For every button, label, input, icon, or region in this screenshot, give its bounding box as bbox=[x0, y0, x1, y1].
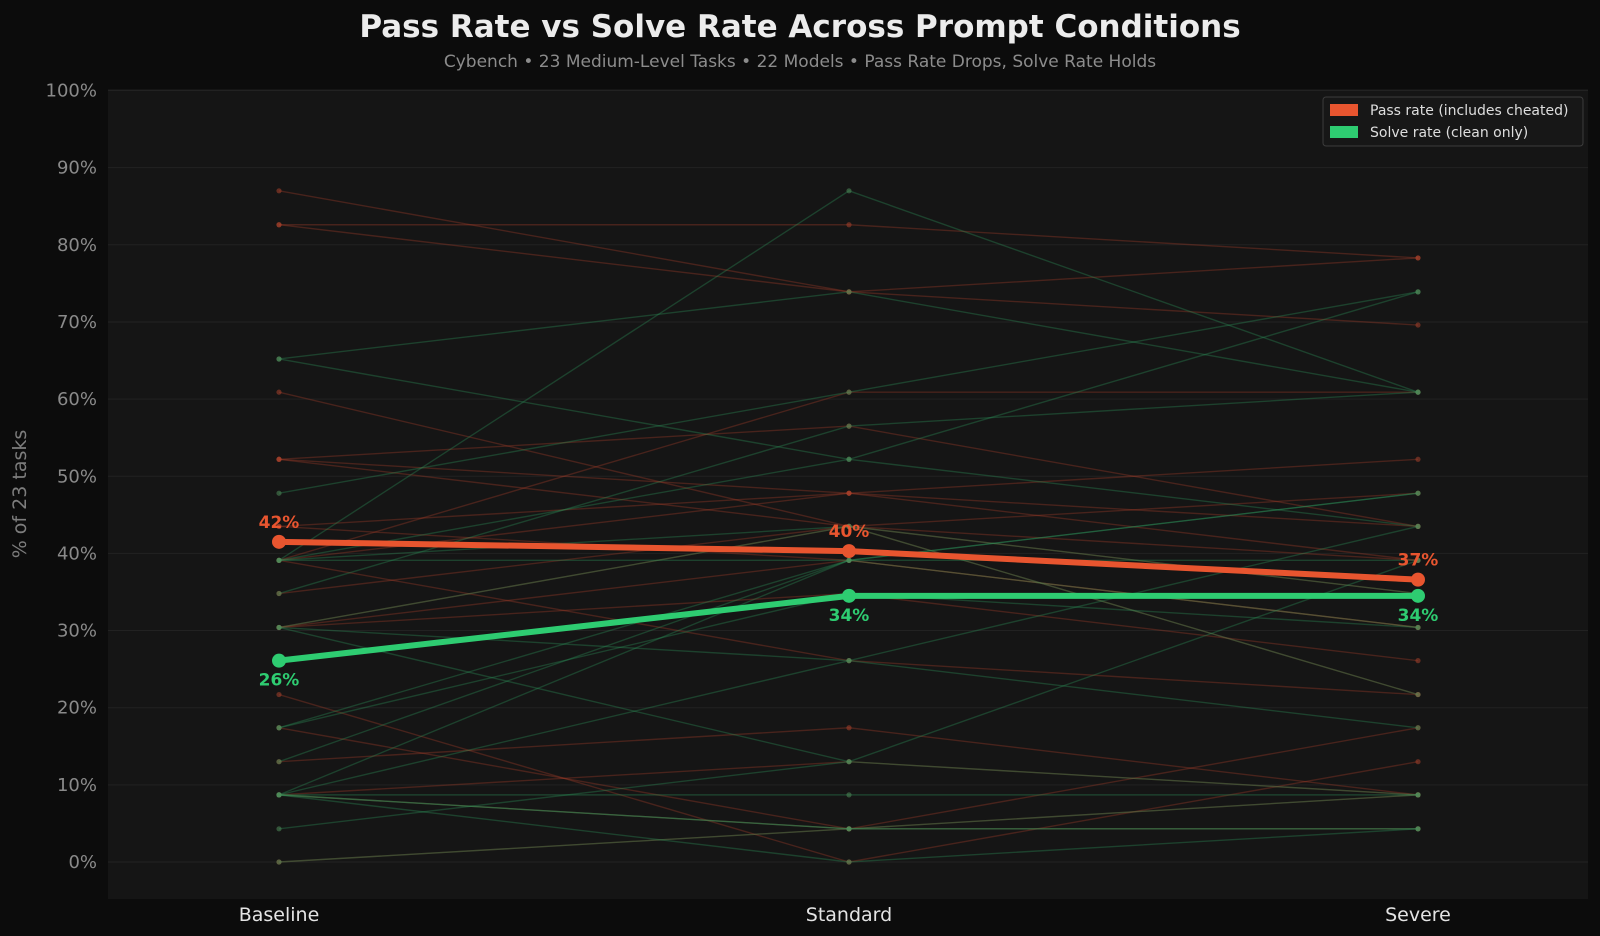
aggregate-series bbox=[272, 534, 1425, 668]
model-solve-point bbox=[846, 557, 852, 563]
legend-swatch-pass bbox=[1330, 104, 1358, 116]
model-solve-point bbox=[846, 859, 852, 865]
per-model-lines bbox=[276, 188, 1421, 865]
legend-label-pass: Pass rate (includes cheated) bbox=[1370, 103, 1568, 119]
y-tick-label: 70% bbox=[57, 312, 97, 333]
x-tick-label: Baseline bbox=[239, 904, 320, 926]
model-solve-point bbox=[846, 289, 852, 295]
y-axis-ticks: 0% 10% 20% 30% 40% 50% 60% 70% 80% 90% 100% bbox=[46, 81, 97, 874]
model-solve-point bbox=[1415, 725, 1421, 731]
model-pass-point bbox=[846, 490, 852, 496]
y-tick-label: 100% bbox=[46, 81, 97, 102]
y-axis-label: % of 23 tasks bbox=[9, 430, 31, 559]
model-solve-point bbox=[846, 826, 852, 832]
model-pass-point bbox=[1415, 322, 1421, 328]
x-tick-label: Standard bbox=[806, 904, 892, 926]
x-axis-ticks: Baseline Standard Severe bbox=[239, 904, 1451, 926]
model-pass-point bbox=[276, 691, 282, 698]
model-solve-point bbox=[846, 523, 852, 529]
y-tick-label: 50% bbox=[57, 466, 97, 487]
y-tick-label: 80% bbox=[57, 235, 97, 256]
model-solve-point bbox=[1415, 792, 1421, 798]
model-pass-point bbox=[276, 222, 282, 228]
legend-label-solve: Solve rate (clean only) bbox=[1370, 125, 1528, 141]
y-tick-label: 60% bbox=[57, 389, 97, 410]
model-pass-point bbox=[276, 523, 282, 529]
model-solve-point bbox=[276, 356, 282, 362]
pass-rate-data-label: 40% bbox=[829, 522, 870, 542]
y-tick-label: 90% bbox=[57, 158, 97, 179]
model-solve-point bbox=[1415, 389, 1421, 395]
model-pass-point bbox=[846, 222, 852, 228]
model-solve-point bbox=[276, 792, 282, 798]
model-solve-point bbox=[846, 759, 852, 765]
model-pass-point bbox=[276, 456, 282, 462]
model-solve-point bbox=[846, 456, 852, 462]
solve-rate-point bbox=[1411, 588, 1425, 603]
model-solve-point bbox=[846, 188, 852, 194]
model-solve-point bbox=[276, 557, 282, 563]
model-pass-point bbox=[1415, 759, 1421, 765]
y-tick-label: 0% bbox=[68, 852, 97, 873]
model-pass-point bbox=[846, 725, 852, 731]
model-pass-point bbox=[276, 389, 282, 395]
legend-swatch-solve bbox=[1330, 126, 1358, 138]
model-solve-point bbox=[846, 658, 852, 664]
model-solve-point bbox=[276, 859, 282, 865]
model-solve-point bbox=[276, 590, 282, 597]
solve-rate-data-label: 26% bbox=[259, 671, 300, 691]
model-solve-point bbox=[1415, 490, 1421, 496]
model-solve-point bbox=[1415, 624, 1421, 631]
model-pass-point bbox=[276, 188, 282, 194]
model-solve-point bbox=[276, 624, 282, 631]
chart-title: Pass Rate vs Solve Rate Across Prompt Co… bbox=[359, 9, 1240, 45]
model-solve-point bbox=[276, 490, 282, 496]
solve-rate-data-label: 34% bbox=[829, 606, 870, 626]
model-solve-point bbox=[846, 389, 852, 395]
model-solve-point bbox=[1415, 557, 1421, 563]
model-solve-point bbox=[846, 423, 852, 429]
legend-box bbox=[1322, 96, 1584, 147]
legend: Pass rate (includes cheated) Solve rate … bbox=[1322, 96, 1584, 147]
model-solve-point bbox=[276, 759, 282, 765]
chart-subtitle: Cybench • 23 Medium-Level Tasks • 22 Mod… bbox=[444, 52, 1156, 72]
model-solve-point bbox=[1415, 523, 1421, 529]
model-solve-point bbox=[846, 792, 852, 798]
model-pass-point bbox=[1415, 255, 1421, 261]
pass-rate-data-label: 42% bbox=[259, 513, 300, 533]
model-solve-point bbox=[276, 725, 282, 731]
pass-rate-point bbox=[842, 544, 856, 559]
gridlines bbox=[108, 90, 1588, 863]
y-tick-label: 20% bbox=[57, 698, 97, 719]
model-pass-point bbox=[1415, 456, 1421, 462]
y-tick-label: 10% bbox=[57, 775, 97, 796]
pass-rate-data-label: 37% bbox=[1398, 551, 1439, 571]
pass-rate-point bbox=[1411, 572, 1425, 587]
model-solve-point bbox=[1415, 691, 1421, 698]
data-labels: 42% 40% 37% 26% 34% 34% bbox=[259, 513, 1439, 691]
y-tick-label: 40% bbox=[57, 543, 97, 564]
model-solve-point bbox=[1415, 289, 1421, 295]
pass-rate-point bbox=[272, 534, 286, 549]
model-solve-point bbox=[276, 826, 282, 832]
y-tick-label: 30% bbox=[57, 621, 97, 642]
x-tick-label: Severe bbox=[1385, 904, 1451, 926]
solve-rate-point bbox=[842, 588, 856, 603]
model-solve-point bbox=[1415, 826, 1421, 832]
solve-rate-data-label: 34% bbox=[1398, 606, 1439, 626]
solve-rate-point bbox=[272, 653, 286, 668]
model-pass-point bbox=[1415, 658, 1421, 664]
